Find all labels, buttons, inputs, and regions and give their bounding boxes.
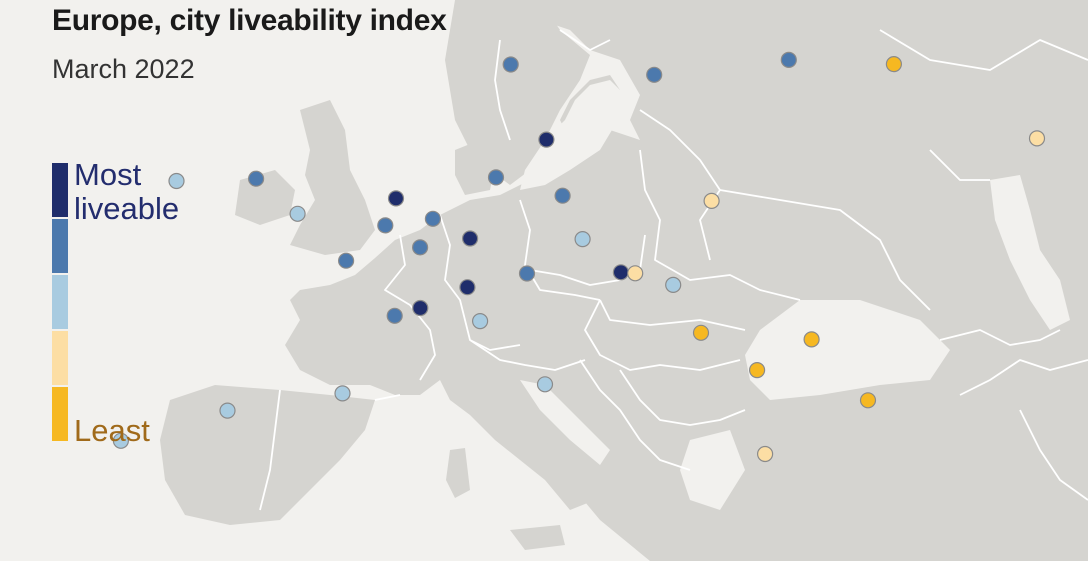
city-marker-copenhagen	[538, 131, 555, 148]
legend-most-label: Most liveable	[74, 157, 180, 226]
legend-least-label: Least	[74, 413, 150, 448]
border-line	[599, 299, 746, 331]
city-marker-helsinki	[780, 51, 797, 69]
border-line	[929, 149, 990, 181]
city-marker-budapest	[665, 276, 682, 293]
border-line	[494, 39, 511, 141]
border-line	[1019, 409, 1088, 501]
border-line	[719, 189, 931, 311]
aegean-sea	[680, 430, 745, 510]
adriatic-sea	[520, 380, 610, 465]
land-iberia	[160, 385, 375, 525]
land-denmark	[455, 140, 495, 195]
city-marker-brussels	[377, 217, 394, 234]
border-line	[439, 214, 521, 351]
border-line	[959, 359, 1088, 396]
city-marker-amsterdam	[387, 190, 405, 207]
land-masses	[160, 0, 1088, 561]
border-line	[584, 299, 741, 371]
legend-swatch-high	[52, 219, 68, 273]
city-marker-frankfurt	[462, 230, 479, 247]
city-marker-lyon	[386, 307, 403, 324]
border-line	[879, 29, 1088, 71]
city-marker-luxembourg	[412, 239, 429, 256]
city-marker-bratislava	[627, 265, 644, 282]
legend-swatch-very-high	[52, 163, 68, 217]
city-marker-paris	[338, 252, 355, 269]
city-marker-barcelona	[334, 385, 351, 402]
legend-swatch-medium-low	[52, 331, 68, 385]
caspian-sea	[990, 175, 1070, 330]
map-title: Europe, city liveability index	[52, 4, 447, 37]
legend-swatch-medium-high	[52, 275, 68, 329]
city-marker-zurich	[459, 279, 476, 296]
legend-swatch-low	[52, 387, 68, 441]
city-marker-manchester	[248, 170, 265, 187]
city-marker-bucharest	[803, 331, 820, 348]
city-marker-warsaw	[703, 192, 720, 209]
city-marker-geneva	[412, 299, 429, 317]
city-marker-london	[289, 205, 306, 222]
border-line	[579, 359, 691, 471]
city-marker-istanbul	[859, 392, 877, 409]
city-marker-milan	[472, 313, 489, 330]
city-marker-vienna	[612, 264, 630, 281]
border-line	[374, 394, 401, 401]
city-marker-stockholm	[646, 66, 663, 83]
border-line	[639, 109, 721, 261]
city-marker-st-petersburg	[885, 55, 903, 73]
city-marker-belgrade	[692, 324, 710, 341]
baltic-sea	[520, 80, 630, 190]
land-sicily	[510, 525, 565, 550]
city-marker-munich	[518, 265, 536, 282]
border-line	[639, 149, 801, 301]
city-marker-madrid	[219, 402, 236, 419]
city-marker-lisbon	[112, 432, 130, 449]
city-marker-moscow	[1028, 130, 1046, 147]
land-scandinavia	[445, 0, 590, 185]
city-marker-rome	[536, 376, 554, 393]
black-sea	[745, 300, 950, 400]
city-marker-dublin	[168, 172, 185, 190]
land-great-britain	[290, 100, 375, 255]
land-turkey	[720, 390, 1088, 561]
city-marker-berlin	[554, 187, 571, 204]
border-line	[259, 389, 281, 511]
border-line	[619, 369, 746, 426]
land-italy	[440, 375, 595, 510]
city-marker-dusseldorf	[424, 210, 441, 227]
border-line	[529, 234, 646, 286]
city-marker-hamburg	[487, 169, 505, 186]
city-marker-sofia	[748, 362, 766, 379]
border-line	[384, 234, 436, 381]
city-markers	[112, 51, 1046, 463]
city-marker-prague	[574, 231, 591, 248]
land-sardinia	[446, 448, 470, 498]
border-line	[469, 339, 586, 371]
city-marker-oslo	[502, 56, 519, 73]
border-line	[939, 329, 1061, 346]
map-subtitle: March 2022	[52, 54, 195, 84]
border-line	[559, 29, 611, 51]
city-marker-athens	[756, 445, 774, 463]
